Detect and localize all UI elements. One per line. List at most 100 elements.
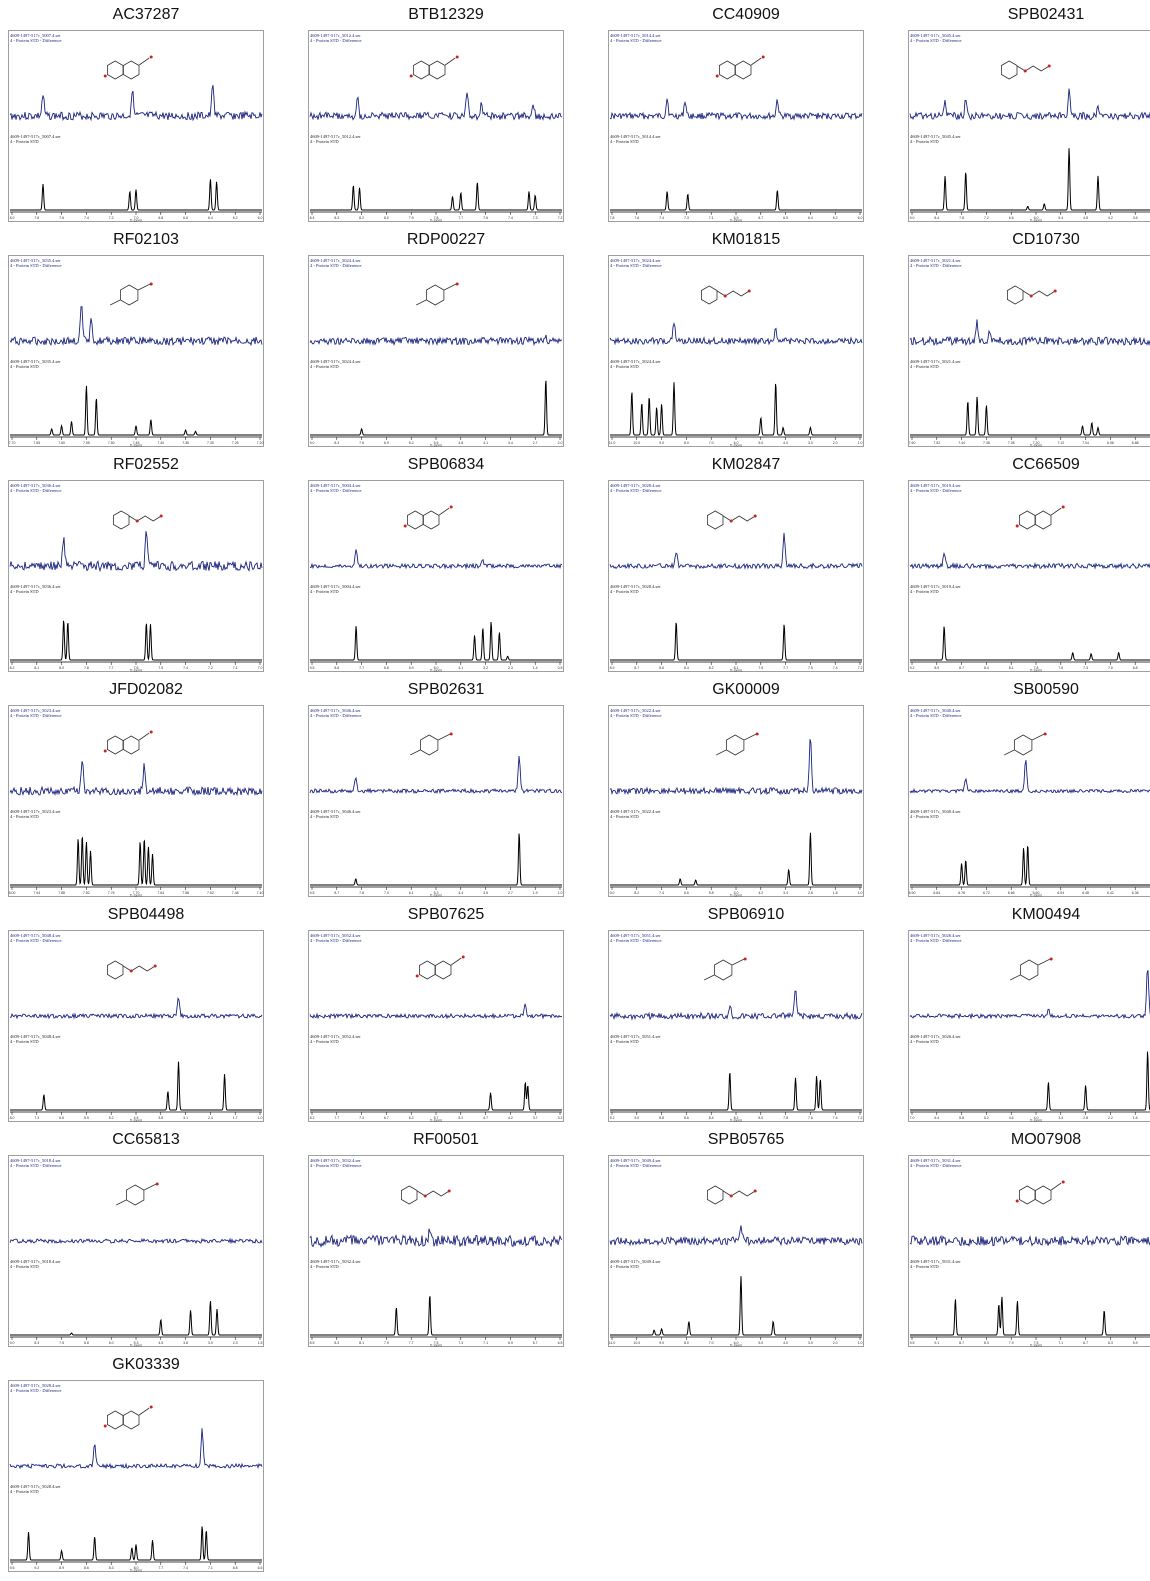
x-axis-label: f1 (ppm) [1030, 1344, 1042, 1348]
x-tick-label: 8.0 [684, 1341, 689, 1345]
compound-id: SPB07625 [304, 906, 588, 924]
x-tick-label: 6.5 [258, 1566, 263, 1570]
x-tick-label: 9.0 [634, 1116, 639, 1120]
x-tick-label: 5.0 [758, 441, 763, 445]
diff-series-label: 4 - Protein STD - Difference [610, 938, 662, 943]
ref-series-label: 4 - Protein STD [910, 139, 939, 144]
x-tick-label: 2.6 [808, 891, 813, 895]
diff-series-label: 4 - Protein STD - Difference [10, 1388, 62, 1393]
x-tick-label: 5.9 [409, 666, 414, 670]
x-tick-label: 4.1 [458, 666, 463, 670]
panel-frame [9, 1381, 264, 1572]
x-tick-label: 8.7 [959, 1341, 964, 1345]
x-tick-label: 7.2 [208, 666, 213, 670]
x-tick-label: 3.0 [808, 441, 813, 445]
compound-id: CC66509 [904, 456, 1150, 474]
ref-series-label: 4 - Protein STD [310, 814, 339, 819]
x-axis-label: f1 (ppm) [1030, 669, 1042, 673]
x-tick-label: 4.2 [758, 891, 763, 895]
x-tick-label: 7.8 [959, 216, 964, 220]
panel-frame [909, 706, 1150, 897]
x-tick-label: 3.1 [183, 1116, 188, 1120]
x-tick-label: 5.2 [984, 1116, 989, 1120]
x-tick-label: 7.30 [207, 441, 214, 445]
x-tick-label: 6.7 [758, 216, 763, 220]
x-tick-label: 3.4 [508, 441, 513, 445]
x-axis-label: f1 (ppm) [130, 1119, 142, 1123]
x-tick-label: 6.4 [808, 216, 813, 220]
x-tick-label: 5.9 [84, 1116, 89, 1120]
panel-frame [9, 706, 264, 897]
x-tick-label: 2.0 [558, 441, 563, 445]
x-tick-label: 7.2 [984, 216, 989, 220]
x-tick-label: 7.5 [158, 666, 163, 670]
x-tick-label: 8.4 [684, 666, 689, 670]
x-axis-label: f1 (ppm) [430, 444, 442, 448]
x-tick-label: 8.7 [959, 666, 964, 670]
x-tick-label: 6.8 [158, 216, 163, 220]
x-tick-label: 7.0 [709, 1341, 714, 1345]
x-tick-label: 7.7 [334, 1116, 339, 1120]
x-tick-label: 7.1 [1058, 1341, 1063, 1345]
x-axis-label: f1 (ppm) [130, 894, 142, 898]
x-tick-label: 2.3 [233, 1341, 238, 1345]
compound-id: RDP00227 [304, 231, 588, 249]
x-axis-label: f1 (ppm) [430, 894, 442, 898]
x-tick-label: 2.0 [833, 1341, 838, 1345]
x-tick-label: 7.2 [858, 666, 863, 670]
x-tick-label: 9.0 [910, 216, 915, 220]
diff-series-label: 4 - Protein STD - Difference [310, 263, 362, 268]
compound-id: SPB06834 [304, 456, 588, 474]
x-tick-label: 5.8 [709, 891, 714, 895]
x-tick-label: 7.60 [58, 441, 65, 445]
x-tick-label: 6.4 [208, 216, 213, 220]
x-tick-label: 7.4 [84, 216, 89, 220]
x-tick-label: 5.9 [1133, 1341, 1138, 1345]
panel-frame [609, 256, 864, 447]
x-tick-label: 7.7 [158, 1566, 163, 1570]
x-tick-label: 3.4 [1058, 1116, 1063, 1120]
x-tick-label: 7.7 [458, 216, 463, 220]
x-tick-label: 8.3 [334, 216, 339, 220]
x-tick-label: 7.6 [634, 216, 639, 220]
x-tick-label: 2.8 [1083, 1116, 1088, 1120]
diff-series-label: 4 - Protein STD - Difference [610, 1163, 662, 1168]
x-tick-label: 7.88 [58, 891, 65, 895]
x-tick-label: 1.0 [858, 891, 863, 895]
ref-series-label: 4 - Protein STD [610, 589, 639, 594]
diff-series-label: 4 - Protein STD - Difference [910, 938, 962, 943]
x-tick-label: 9.0 [659, 441, 664, 445]
x-tick-label: 6.1 [409, 891, 414, 895]
x-tick-label: 0.5 [558, 666, 563, 670]
x-tick-label: 7.2 [558, 216, 563, 220]
x-tick-label: 6.8 [1133, 666, 1138, 670]
x-tick-label: 5.2 [109, 1116, 114, 1120]
x-tick-label: 4.2 [1108, 216, 1113, 220]
x-tick-label: 2.7 [508, 891, 513, 895]
x-tick-label: 4.0 [783, 1341, 788, 1345]
x-tick-label: 7.36 [983, 441, 990, 445]
x-tick-label: 7.52 [933, 441, 940, 445]
x-tick-label: 7.2 [858, 1116, 863, 1120]
x-tick-label: 6.84 [933, 891, 940, 895]
compound-id: GK00009 [604, 681, 888, 699]
x-tick-label: 8.3 [334, 441, 339, 445]
x-tick-label: 9.5 [10, 1566, 15, 1570]
ref-series-label: 4 - Protein STD [310, 589, 339, 594]
panel-frame [309, 706, 564, 897]
